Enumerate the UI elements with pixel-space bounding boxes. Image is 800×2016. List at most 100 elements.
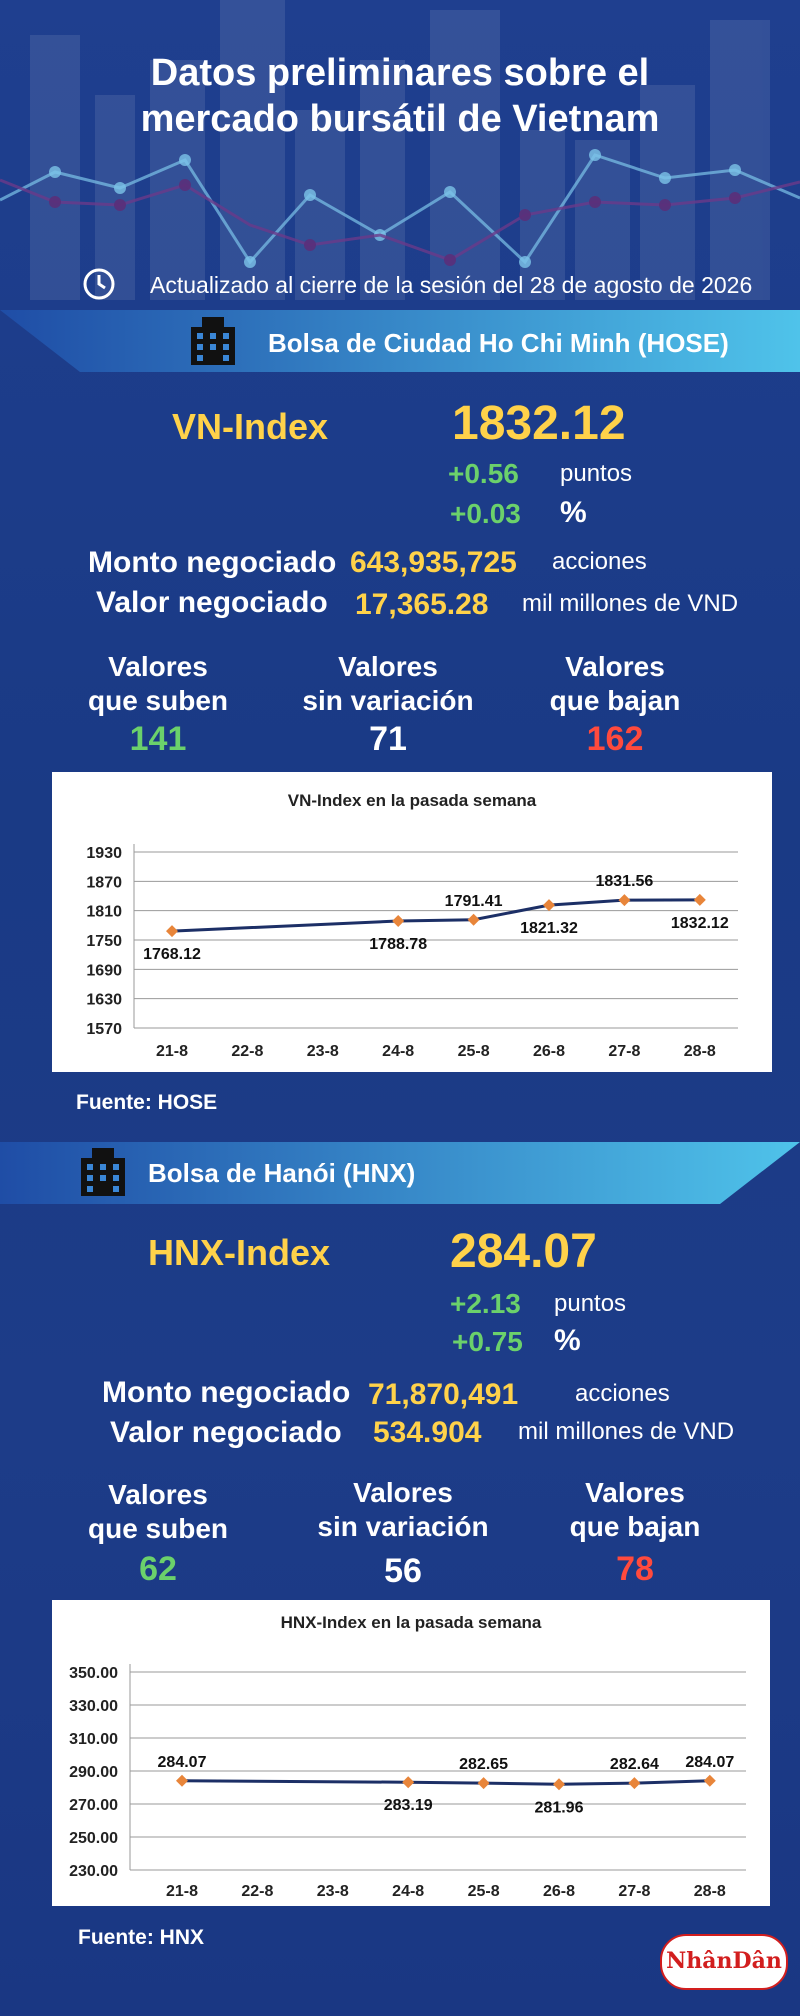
y-tick-label: 330.00 — [69, 1698, 118, 1715]
hnx-down-label: Valores que bajan — [569, 1477, 701, 1542]
x-tick-label: 21-8 — [156, 1043, 188, 1060]
x-tick-label: 23-8 — [307, 1043, 339, 1060]
hose-down-count: 162 — [586, 720, 644, 758]
x-tick-label: 26-8 — [543, 1883, 575, 1900]
data-label: 1788.78 — [369, 936, 427, 953]
y-tick-label: 350.00 — [69, 1665, 118, 1682]
hnx-volume-label: Monto negociado — [102, 1376, 351, 1409]
hose-value-label: Valor negociado — [96, 586, 328, 619]
hose-flat-count: 71 — [369, 720, 407, 758]
data-label: 282.64 — [610, 1756, 659, 1773]
data-point — [477, 1777, 490, 1790]
hose-index-value: 1832.12 — [452, 397, 626, 450]
building-icon — [81, 1148, 125, 1196]
hnx-volume-unit: acciones — [575, 1380, 670, 1407]
hnx-flat-count: 56 — [384, 1552, 422, 1590]
hose-points-label: puntos — [560, 460, 633, 487]
chart-title: HNX-Index en la pasada semana — [281, 1613, 542, 1632]
hose-index-name: VN-Index — [172, 406, 329, 447]
hnx-source: Fuente: HNX — [78, 1926, 204, 1949]
hnx-volume-value: 71,870,491 — [368, 1378, 519, 1411]
hnx-change-points: +2.13 — [450, 1288, 521, 1319]
data-point — [402, 1776, 415, 1789]
hnx-pct-label: % — [554, 1324, 581, 1357]
data-label: 284.07 — [685, 1754, 734, 1771]
hnx-points-label: puntos — [554, 1290, 627, 1317]
page-title: Datos preliminares sobre el mercado burs… — [0, 50, 800, 142]
data-point — [166, 925, 178, 938]
x-tick-label: 27-8 — [618, 1883, 650, 1900]
y-tick-label: 1930 — [86, 845, 122, 862]
hose-chart: VN-Index en la pasada semana 1930 1870 1810… — [86, 791, 738, 1060]
hnx-index-value: 284.07 — [450, 1225, 597, 1278]
x-tick-label: 21-8 — [166, 1883, 198, 1900]
hose-chart-box: VN-Index en la pasada semana 1930 1870 1810… — [52, 772, 772, 1072]
data-point — [703, 1774, 716, 1787]
hnx-banner — [0, 1142, 800, 1204]
data-label: 1768.12 — [143, 946, 201, 963]
hose-flat-label: Valores sin variación — [302, 651, 474, 716]
hnx-up-label: Valores que suben — [87, 1479, 228, 1544]
hnx-flat-label: Valores sin variación — [317, 1477, 489, 1542]
data-point — [176, 1774, 188, 1787]
hnx-value-value: 534.904 — [373, 1416, 482, 1449]
y-tick-label: 230.00 — [69, 1863, 118, 1880]
y-tick-label: 1870 — [86, 874, 122, 891]
hnx-up-count: 62 — [139, 1550, 177, 1588]
data-point — [467, 913, 480, 926]
y-tick-label: 1570 — [86, 1021, 122, 1038]
x-tick-label: 26-8 — [533, 1043, 565, 1060]
data-point — [618, 894, 631, 907]
hose-change-pct: +0.03 — [450, 498, 521, 529]
title-line-2: mercado bursátil de Vietnam — [140, 98, 660, 140]
nhandan-logo: NhânDân — [660, 1934, 788, 1990]
data-point — [543, 899, 555, 912]
data-label: 281.96 — [535, 1799, 584, 1816]
hose-value-unit: mil millones de VND — [522, 590, 739, 617]
hose-volume-label: Monto negociado — [88, 546, 337, 579]
hnx-index-name: HNX-Index — [148, 1232, 331, 1273]
x-tick-label: 23-8 — [317, 1883, 349, 1900]
x-tick-label: 27-8 — [608, 1043, 640, 1060]
title-line-1: Datos preliminares sobre el — [150, 52, 650, 94]
hose-volume-unit: acciones — [552, 548, 647, 575]
updated-text: Actualizado al cierre de la sesión del 2… — [150, 272, 753, 298]
y-tick-label: 1630 — [86, 992, 122, 1009]
data-point — [553, 1778, 565, 1791]
data-point — [628, 1777, 641, 1790]
hose-volume-value: 643,935,725 — [350, 546, 517, 579]
hose-down-label: Valores que bajan — [549, 651, 681, 716]
data-label: 1831.56 — [595, 873, 653, 890]
y-tick-label: 270.00 — [69, 1797, 118, 1814]
hose-change-points: +0.56 — [448, 458, 519, 489]
x-tick-label: 24-8 — [382, 1043, 414, 1060]
hnx-down-count: 78 — [616, 1550, 654, 1588]
x-tick-label: 28-8 — [694, 1883, 726, 1900]
hnx-chart-box: HNX-Index en la pasada semana 350.00 330.0… — [52, 1600, 770, 1906]
hose-source: Fuente: HOSE — [76, 1091, 218, 1114]
data-label: 284.07 — [158, 1754, 207, 1771]
hnx-value-label: Valor negociado — [110, 1416, 342, 1449]
data-label: 1832.12 — [671, 915, 729, 932]
y-tick-label: 250.00 — [69, 1830, 118, 1847]
x-tick-label: 22-8 — [241, 1883, 273, 1900]
y-tick-label: 1810 — [86, 904, 122, 921]
data-point — [693, 893, 706, 906]
y-tick-label: 1750 — [86, 933, 122, 950]
hnx-chart: HNX-Index en la pasada semana 350.00 330.0… — [69, 1613, 746, 1900]
hose-pct-label: % — [560, 496, 587, 529]
hnx-change-pct: +0.75 — [452, 1326, 523, 1357]
clock-icon — [83, 268, 115, 300]
hose-banner-title: Bolsa de Ciudad Ho Chi Minh (HOSE) — [268, 328, 729, 358]
y-tick-label: 310.00 — [69, 1731, 118, 1748]
building-icon — [191, 317, 235, 365]
hero-decoration — [0, 0, 800, 300]
series-line — [171, 898, 700, 933]
series-line — [181, 1779, 710, 1786]
data-label: 282.65 — [459, 1756, 508, 1773]
hnx-value-unit: mil millones de VND — [518, 1418, 735, 1445]
x-tick-label: 28-8 — [684, 1043, 716, 1060]
data-point — [392, 915, 405, 928]
data-label: 1791.41 — [445, 893, 503, 910]
hose-value-value: 17,365.28 — [355, 588, 489, 621]
